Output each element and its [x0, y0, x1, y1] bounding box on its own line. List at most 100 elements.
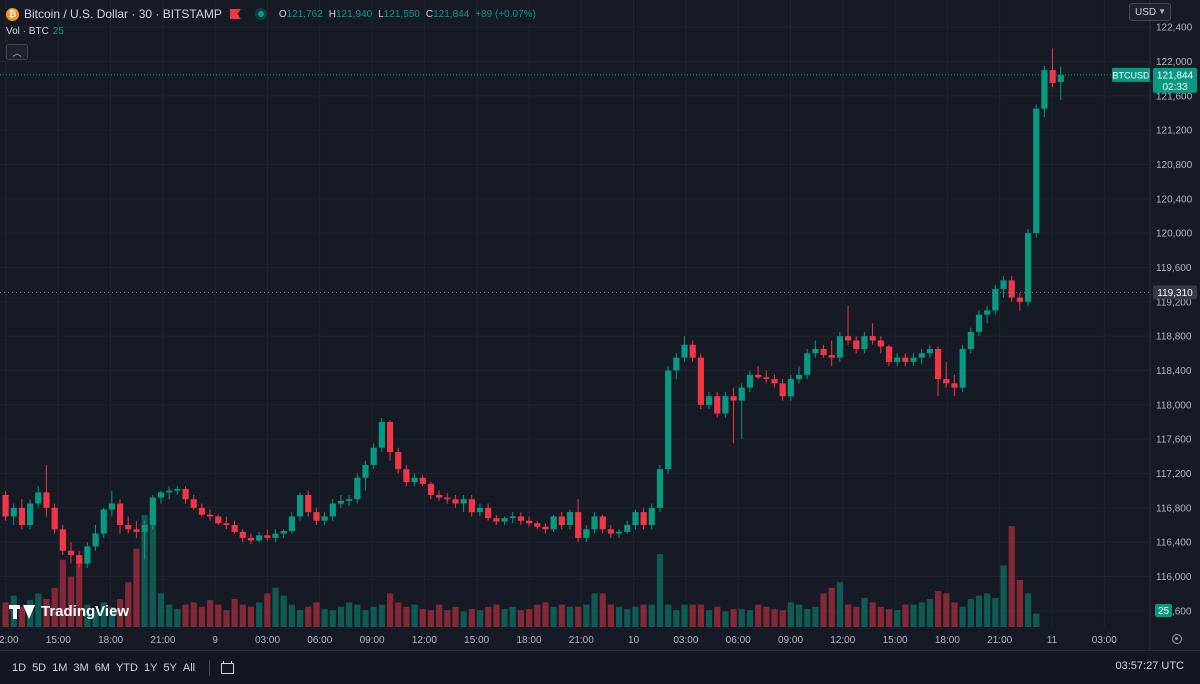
volume-bar — [427, 610, 435, 627]
range-button-1y[interactable]: 1Y — [143, 661, 158, 674]
candle-body — [182, 488, 189, 500]
y-tick-label: 118,400 — [1156, 366, 1192, 377]
volume-bar — [779, 610, 786, 627]
volume-bar — [648, 604, 655, 627]
volume-bar — [558, 604, 565, 627]
candle-body — [386, 422, 394, 453]
volume-bar — [43, 599, 50, 627]
candle-body — [632, 512, 639, 525]
volume-bar — [795, 604, 803, 627]
price-lines — [0, 74, 1150, 293]
ohlc-item: H121,940 — [329, 9, 372, 20]
candle-body — [476, 507, 484, 513]
ohlc-values: O121,762 H121,940 L121,550 C121,844 +89 (+0.… — [279, 9, 536, 20]
candle-body — [656, 469, 664, 508]
x-tick-label: 11 — [1047, 635, 1058, 646]
volume-bar — [264, 593, 271, 627]
volume-bar — [975, 595, 983, 627]
candle-body — [108, 503, 116, 510]
y-tick-label: 116,400 — [1156, 538, 1192, 549]
volume-bar — [190, 602, 197, 627]
volume-bar — [836, 582, 844, 627]
candle-body — [902, 357, 909, 362]
range-button-6m[interactable]: 6M — [94, 661, 110, 674]
candle-body — [166, 490, 173, 493]
price-axis[interactable]: 115,600 116,000 116,400 116,800 117,200 117,6… — [1156, 23, 1193, 618]
x-tick-label: 15:00 — [464, 635, 489, 646]
candle-body — [763, 377, 770, 380]
x-tick-label: 18:00 — [935, 635, 960, 646]
candle-body — [133, 529, 140, 532]
candle-body — [1041, 70, 1048, 109]
calendar-icon[interactable] — [220, 661, 235, 674]
candle-body — [313, 512, 320, 521]
candle-body — [951, 383, 958, 388]
volume-bar — [378, 604, 385, 627]
volume-bar — [722, 611, 729, 627]
y-tick-label: 119,600 — [1156, 263, 1192, 274]
volume-bar — [984, 593, 991, 627]
volume-bars — [2, 515, 1040, 627]
symbol-title[interactable]: Bitcoin / U.S. Dollar · 30 · BITSTAMP — [24, 7, 222, 21]
volume-bar — [755, 604, 762, 627]
gear-icon[interactable] — [1172, 634, 1182, 644]
crosshair-price-label — [1153, 285, 1197, 300]
flag-icon[interactable] — [230, 9, 241, 19]
volume-bar — [231, 599, 238, 627]
collapse-legend-button[interactable]: ︿ — [6, 44, 28, 60]
tradingview-logo-icon — [9, 604, 35, 619]
utc-clock[interactable]: 03:57:27 UTC — [1115, 660, 1184, 672]
currency-select[interactable]: USD ▼ — [1129, 3, 1171, 21]
x-tick-label: 18:00 — [98, 635, 123, 646]
range-button-3m[interactable]: 3M — [73, 661, 89, 674]
candle-body — [231, 525, 238, 532]
candle-body — [558, 516, 565, 525]
candle-body — [673, 357, 680, 371]
candle-body — [280, 531, 287, 534]
volume-bar — [967, 599, 974, 627]
range-button-5y[interactable]: 5Y — [163, 661, 177, 674]
x-tick-label: 03:00 — [673, 635, 698, 646]
bottom-toolbar: 1D 5D 1M 3M 6M YTD 1Y 5Y All 03:57:27 UTC — [0, 650, 1200, 684]
y-tick-label: 118,800 — [1156, 332, 1192, 343]
x-tick-label: 03:00 — [255, 635, 280, 646]
volume-bar — [681, 604, 688, 627]
x-tick-label: 06:00 — [307, 635, 332, 646]
time-axis[interactable]: 12:00 15:00 18:00 21:00 9 03:00 06:00 09:00 12:0… — [0, 635, 1117, 646]
volume-bar — [67, 576, 75, 627]
volume-bar — [885, 609, 893, 627]
volume-bar — [141, 515, 148, 627]
candle-body — [157, 492, 165, 498]
volume-bar — [951, 602, 958, 627]
ohlc-value: 121,550 — [383, 8, 420, 20]
range-button-all[interactable]: All — [182, 661, 196, 674]
symbol-price-tag — [1112, 67, 1150, 82]
candle-body — [779, 383, 786, 397]
range-button-1m[interactable]: 1M — [52, 661, 68, 674]
ohlc-item: L121,550 — [378, 9, 420, 20]
x-tick-label: 12:00 — [830, 635, 855, 646]
candle-body — [444, 497, 451, 500]
volume-bar — [198, 606, 206, 627]
price-chart[interactable]: 115,600 116,000 116,400 116,800 117,200 117,6… — [0, 0, 1200, 650]
range-button-ytd[interactable]: YTD — [115, 661, 138, 674]
candle-body — [665, 370, 672, 470]
volume-bar — [959, 606, 966, 627]
volume-bar — [894, 610, 901, 627]
candle-body — [1016, 297, 1024, 302]
volume-bar — [117, 599, 124, 627]
volume-bar — [542, 602, 549, 627]
candle-body — [190, 499, 197, 508]
candle-body — [272, 533, 279, 538]
range-button-5d[interactable]: 5D — [32, 661, 47, 674]
range-button-1d[interactable]: 1D — [12, 661, 27, 674]
volume-bar — [705, 610, 713, 627]
candle-body — [67, 550, 75, 556]
candle-body — [10, 507, 17, 517]
volume-bar — [108, 606, 116, 627]
volume-bar — [207, 600, 214, 627]
candle-body — [714, 396, 721, 414]
candle-body — [1057, 74, 1064, 82]
volume-bar — [76, 557, 83, 627]
ohlc-key: H — [328, 8, 336, 20]
